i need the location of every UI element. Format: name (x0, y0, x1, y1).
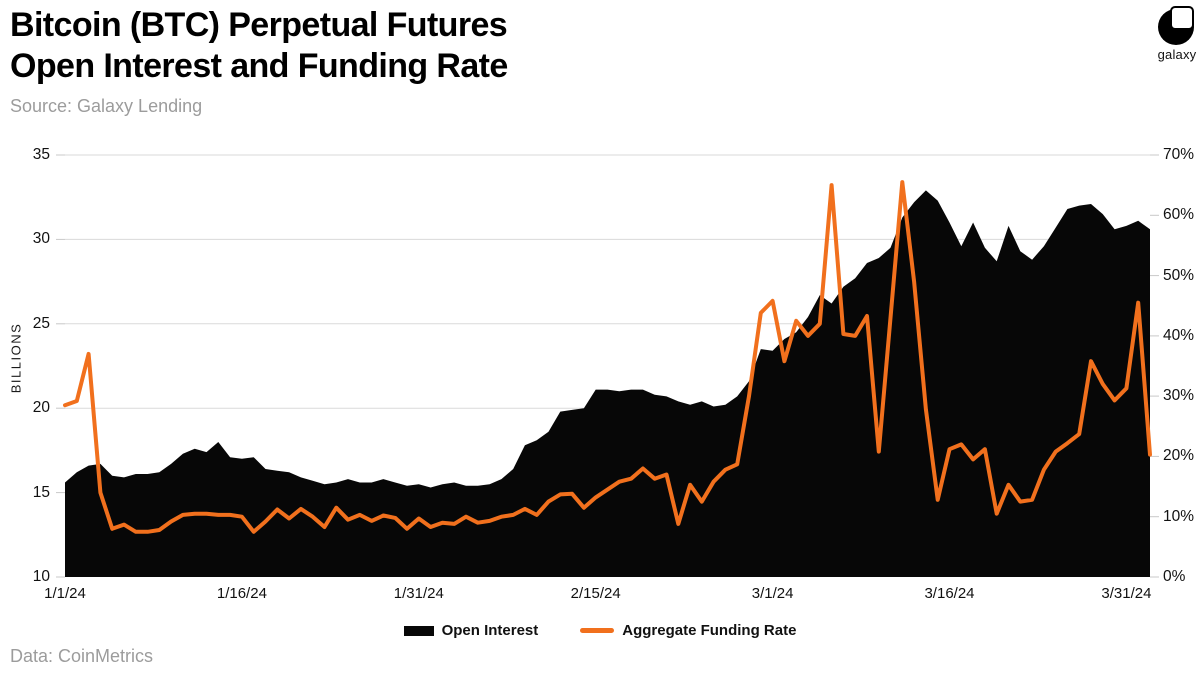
funding-rate-swatch (580, 628, 615, 633)
legend-item-funding-rate: Aggregate Funding Rate (580, 622, 796, 639)
x-axis-tick-label: 1/31/24 (393, 585, 444, 602)
legend: Open Interest Aggregate Funding Rate (0, 622, 1200, 639)
legend-label-funding-rate: Aggregate Funding Rate (622, 622, 797, 639)
right-axis-tick-label: 60% (1163, 206, 1195, 224)
right-axis-tick-label: 40% (1163, 326, 1195, 344)
left-axis-title: BILLIONS (8, 322, 24, 394)
galaxy-logo: galaxy (1155, 6, 1199, 62)
galaxy-logo-square (1170, 6, 1194, 30)
open-interest-swatch (403, 625, 434, 636)
right-axis-tick-label: 50% (1163, 266, 1195, 284)
x-axis-tick-label: 2/15/24 (570, 585, 621, 602)
right-axis-tick-label: 0% (1163, 568, 1186, 585)
page-title: Bitcoin (BTC) Perpetual Futures Open Int… (10, 5, 508, 87)
x-axis-tick-label: 1/16/24 (216, 585, 267, 602)
left-axis-tick-label: 10 (32, 568, 50, 585)
galaxy-logo-text: galaxy (1157, 47, 1197, 62)
x-axis-tick-label: 1/1/24 (44, 585, 86, 602)
page-title-line2: Open Interest and Funding Rate (10, 47, 508, 85)
funding-rate-line (63, 180, 1152, 534)
left-axis-tick-label: 15 (32, 483, 50, 501)
galaxy-logo-icon (1157, 6, 1197, 46)
x-axis-tick-label: 3/1/24 (751, 585, 794, 602)
source-label: Source: Galaxy Lending (10, 96, 203, 116)
left-axis-tick-label: 35 (32, 146, 50, 163)
right-axis-tick-label: 10% (1163, 507, 1195, 525)
right-axis-tick-label: 20% (1163, 447, 1195, 465)
legend-item-open-interest: Open Interest (403, 622, 539, 639)
right-axis-tick-label: 30% (1163, 387, 1195, 405)
page-title-line1: Bitcoin (BTC) Perpetual Futures (10, 6, 508, 44)
open-interest-area (65, 190, 1150, 577)
x-axis-tick-label: 3/16/24 (924, 585, 975, 602)
left-axis-tick-label: 20 (32, 399, 50, 417)
data-source-label: Data: CoinMetrics (10, 646, 154, 666)
legend-label-open-interest: Open Interest (441, 622, 539, 639)
left-axis-tick-label: 25 (32, 314, 50, 332)
left-axis-tick-label: 30 (32, 230, 50, 248)
x-axis-tick-label: 3/31/24 (1101, 585, 1152, 602)
right-axis-tick-label: 70% (1163, 146, 1195, 163)
chart-plot-area (56, 154, 1159, 578)
